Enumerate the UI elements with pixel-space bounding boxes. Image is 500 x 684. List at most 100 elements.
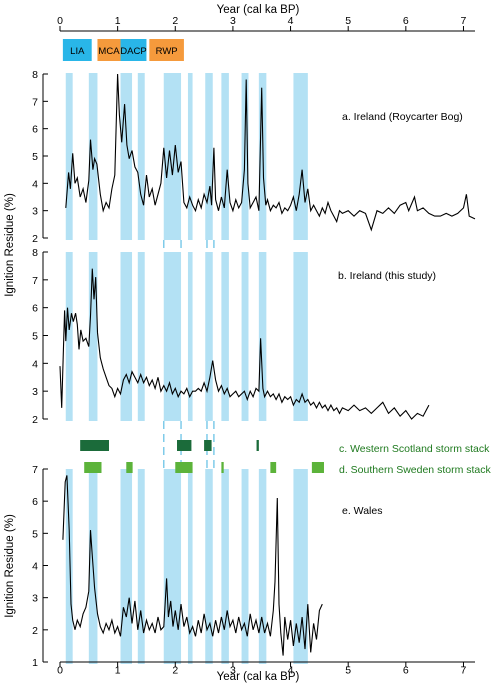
shaded-band-5-2 [187, 469, 193, 664]
panel-0-ytick-label-5: 5 [32, 151, 38, 163]
panel-1-ytick-label-5: 5 [32, 331, 38, 343]
bottom-tick-label-1: 1 [115, 664, 121, 676]
shaded-band-8-1 [241, 252, 249, 421]
panel-2-ytick-label-3: 3 [32, 593, 38, 605]
shaded-bands [65, 73, 308, 664]
bottom-axis-ticks: 0 1 2 3 4 5 6 7 [57, 662, 467, 676]
storm-stacks [80, 440, 324, 473]
panel-e-series-line [62, 475, 323, 656]
shaded-band-3-1 [137, 252, 145, 421]
top-tick-label-1: 1 [115, 15, 121, 27]
shaded-band-9-1 [258, 252, 267, 421]
storm-0-bar-3 [256, 440, 259, 451]
top-tick-label-0: 0 [57, 15, 63, 27]
bottom-tick-label-2: 2 [172, 664, 178, 676]
storm-0-bar-1 [177, 440, 192, 451]
storm-0-bar-0 [80, 440, 109, 451]
panel-0-ytick-label-3: 3 [32, 206, 38, 218]
dashed-boxes [163, 240, 215, 469]
period-box-lia [62, 39, 92, 61]
shaded-band-5-0 [187, 73, 193, 240]
panel-a: 2 3 4 5 6 7 8 a. Ireland (Roycarter Bog) [32, 69, 476, 245]
shaded-band-7-2 [221, 469, 229, 664]
panel-1-ytick-label-2: 2 [32, 414, 38, 426]
shaded-band-10-1 [293, 252, 308, 421]
top-tick-label-4: 4 [288, 15, 294, 27]
y-axis-title-lower: Ignition Residue (%) [4, 514, 16, 618]
panel-2-ytick-label-6: 6 [32, 496, 38, 508]
dashed-box-0-0 [163, 240, 182, 252]
top-tick-label-2: 2 [172, 15, 178, 27]
storm-d-label: d. Southern Sweden storm stack [339, 464, 491, 476]
shaded-band-10-2 [293, 469, 308, 664]
bottom-tick-label-4: 4 [288, 664, 294, 676]
top-tick-label-7: 7 [461, 15, 467, 27]
storm-1-bar-3 [221, 462, 224, 473]
shaded-band-4-1 [163, 252, 182, 421]
shaded-band-8-2 [241, 469, 249, 664]
dashed-box-0-1 [163, 421, 182, 469]
storm-1-bar-1 [126, 462, 133, 473]
shaded-band-10-0 [293, 73, 308, 240]
shaded-band-5-1 [187, 252, 193, 421]
shaded-band-7-1 [221, 252, 229, 421]
storm-1-bar-0 [84, 462, 102, 473]
panel-a-label: a. Ireland (Roycarter Bog) [342, 111, 463, 123]
panel-2-ytick-label-5: 5 [32, 528, 38, 540]
shaded-band-4-2 [163, 469, 182, 664]
panel-2-ytick-label-1: 1 [32, 657, 38, 669]
bottom-tick-label-5: 5 [345, 664, 351, 676]
top-tick-label-5: 5 [345, 15, 351, 27]
dashed-box-1-0 [206, 240, 215, 252]
panel-e-y-ticks: 1 2 3 4 5 6 7 [32, 464, 48, 669]
panel-0-ytick-label-4: 4 [32, 178, 38, 190]
panel-2-ytick-label-2: 2 [32, 625, 38, 637]
storm-0-bar-2 [204, 440, 212, 451]
top-tick-label-6: 6 [403, 15, 409, 27]
panel-e: 1 2 3 4 5 6 7 e. Wales Ignition Residue (%) [4, 464, 382, 669]
bottom-tick-label-3: 3 [230, 664, 236, 676]
panel-a-series-line [65, 73, 476, 232]
panel-b: 2 3 4 5 6 7 8 b. Ireland (this study) [32, 247, 436, 426]
top-x-axis: Year (cal ka BP) 0 1 2 3 4 5 6 7 [57, 4, 475, 32]
period-box-rwp [149, 39, 184, 61]
period-label-mca: MCA [98, 46, 120, 57]
period-label-rwp: RWP [156, 46, 178, 57]
top-axis-ticks: 0 1 2 3 4 5 6 7 [57, 15, 467, 31]
top-axis-title: Year (cal ka BP) [217, 4, 300, 16]
top-tick-label-3: 3 [230, 15, 236, 27]
shaded-band-6-1 [205, 252, 213, 421]
storm-1-bar-2 [175, 462, 193, 473]
shaded-band-1-0 [88, 73, 98, 240]
shaded-band-2-1 [120, 252, 133, 421]
shaded-band-6-0 [205, 73, 213, 240]
panel-2-ytick-label-4: 4 [32, 561, 38, 573]
panel-0-ytick-label-2: 2 [32, 233, 38, 245]
panel-b-label: b. Ireland (this study) [338, 270, 436, 282]
panel-1-ytick-label-7: 7 [32, 275, 38, 287]
shaded-band-2-2 [120, 469, 133, 664]
panel-b-y-ticks: 2 3 4 5 6 7 8 [32, 247, 48, 426]
shaded-band-9-2 [258, 469, 267, 664]
bottom-axis-title: Year (cal ka BP) [217, 671, 300, 683]
panel-1-ytick-label-4: 4 [32, 358, 38, 370]
shaded-band-2-0 [120, 73, 133, 240]
shaded-band-4-0 [163, 73, 182, 240]
storm-1-bar-4 [270, 462, 277, 473]
bottom-tick-label-0: 0 [57, 664, 63, 676]
shaded-band-6-2 [205, 469, 213, 664]
panel-1-ytick-label-8: 8 [32, 247, 38, 259]
shaded-band-0-0 [65, 73, 73, 240]
panel-0-ytick-label-6: 6 [32, 124, 38, 136]
storm-c-label: c. Western Scotland storm stack [339, 443, 490, 455]
dashed-box-1-1 [206, 421, 215, 469]
period-label-lia: LIA [70, 46, 85, 57]
shaded-band-1-1 [88, 252, 98, 421]
panel-1-ytick-label-3: 3 [32, 386, 38, 398]
panel-0-ytick-label-8: 8 [32, 69, 38, 81]
shaded-band-3-2 [137, 469, 145, 664]
period-box-dacp [120, 39, 147, 61]
climate-periods: LIA MCA DACP RWP [62, 39, 184, 61]
period-box-mca [97, 39, 121, 61]
